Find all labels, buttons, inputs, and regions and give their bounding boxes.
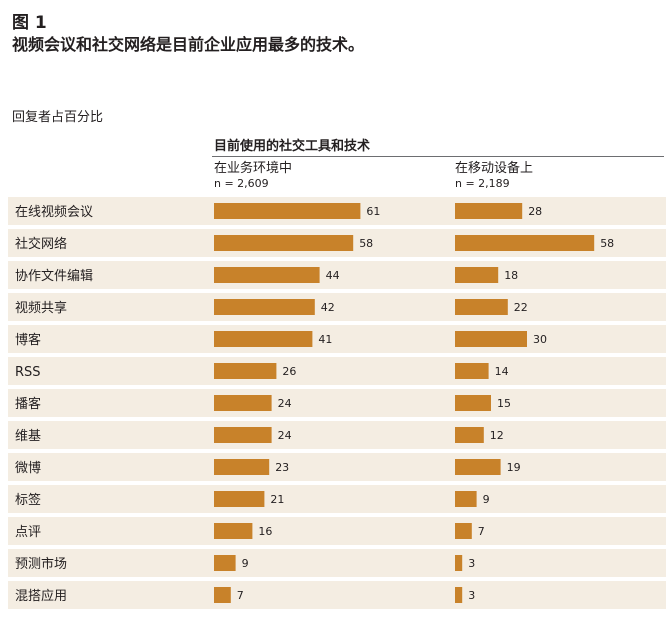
- respondents-label: 回复者占百分比: [12, 110, 104, 125]
- row-band: [8, 421, 666, 449]
- data-label-series-2: 15: [497, 397, 511, 410]
- data-label-series-1: 24: [278, 397, 292, 410]
- data-label-series-2: 22: [514, 301, 528, 314]
- data-label-series-2: 28: [528, 205, 542, 218]
- bar-series-2: [455, 299, 508, 315]
- data-label-series-2: 14: [495, 365, 509, 378]
- row-band: [8, 453, 666, 481]
- series-2-n: n = 2,189: [455, 177, 510, 190]
- category-label: 维基: [15, 429, 41, 444]
- bar-series-1: [214, 235, 354, 251]
- data-label-series-2: 3: [468, 557, 475, 570]
- row-band: [8, 357, 666, 385]
- category-label: 点评: [15, 525, 41, 540]
- row-band: [8, 485, 666, 513]
- bar-series-2: [455, 491, 477, 507]
- data-label-series-1: 42: [321, 301, 335, 314]
- data-label-series-1: 24: [278, 429, 292, 442]
- row-band: [8, 581, 666, 609]
- row-band: [8, 261, 666, 289]
- data-label-series-2: 18: [504, 269, 518, 282]
- data-label-series-1: 26: [282, 365, 296, 378]
- bar-series-1: [214, 395, 272, 411]
- category-label: RSS: [15, 365, 41, 380]
- data-label-series-1: 41: [318, 333, 332, 346]
- data-label-series-2: 30: [533, 333, 547, 346]
- category-label: 博客: [15, 332, 41, 348]
- row-band: [8, 293, 666, 321]
- data-label-series-1: 61: [366, 205, 380, 218]
- bar-series-1: [214, 267, 320, 283]
- bar-series-1: [214, 523, 253, 539]
- data-label-series-1: 23: [275, 461, 289, 474]
- row-band: [8, 389, 666, 417]
- row-band: [8, 549, 666, 577]
- bar-series-2: [455, 331, 527, 347]
- bar-series-1: [214, 587, 231, 603]
- category-label: 在线视频会议: [15, 205, 93, 220]
- bar-series-1: [214, 491, 265, 507]
- bar-series-2: [455, 203, 523, 219]
- category-label: 微博: [15, 461, 41, 476]
- category-label: 播客: [15, 396, 41, 412]
- category-label: 视频共享: [15, 300, 67, 316]
- data-label-series-1: 58: [359, 237, 373, 250]
- figure-title: 视频会议和社交网络是目前企业应用最多的技术。: [12, 35, 365, 54]
- data-label-series-1: 9: [242, 557, 249, 570]
- data-label-series-2: 19: [507, 461, 521, 474]
- series-1-header: 在业务环境中: [214, 161, 293, 176]
- series-2-header: 在移动设备上: [455, 161, 534, 176]
- bar-series-2: [455, 459, 501, 475]
- bar-series-1: [214, 363, 277, 379]
- bar-series-2: [455, 267, 499, 283]
- bar-series-2: [455, 235, 595, 251]
- group-title: 目前使用的社交工具和技术: [214, 139, 371, 154]
- category-label: 社交网络: [15, 236, 67, 252]
- series-1-n: n = 2,609: [214, 177, 269, 190]
- group-rule: [212, 156, 664, 157]
- bar-series-2: [455, 395, 491, 411]
- bar-series-2: [455, 523, 472, 539]
- bar-series-1: [214, 427, 272, 443]
- data-label-series-1: 44: [326, 269, 340, 282]
- data-label-series-1: 16: [258, 525, 272, 538]
- data-label-series-2: 7: [478, 525, 485, 538]
- data-label-series-1: 21: [270, 493, 284, 506]
- bar-series-2: [455, 427, 484, 443]
- data-label-series-2: 12: [490, 429, 504, 442]
- bar-series-1: [214, 459, 270, 475]
- bar-series-2: [455, 555, 463, 571]
- bar-series-1: [214, 203, 361, 219]
- category-label: 预测市场: [15, 556, 67, 572]
- data-label-series-2: 9: [483, 493, 490, 506]
- category-label: 混搭应用: [15, 588, 67, 604]
- data-label-series-1: 7: [237, 589, 244, 602]
- row-band: [8, 517, 666, 545]
- figure-label: 图 1: [12, 13, 47, 33]
- data-label-series-2: 58: [600, 237, 614, 250]
- bar-series-1: [214, 299, 315, 315]
- category-label: 标签: [15, 492, 41, 508]
- bar-series-2: [455, 363, 489, 379]
- data-label-series-2: 3: [468, 589, 475, 602]
- row-band: [8, 325, 666, 353]
- bar-series-1: [214, 555, 236, 571]
- bar-series-1: [214, 331, 313, 347]
- category-label: 协作文件编辑: [15, 269, 93, 284]
- bar-series-2: [455, 587, 463, 603]
